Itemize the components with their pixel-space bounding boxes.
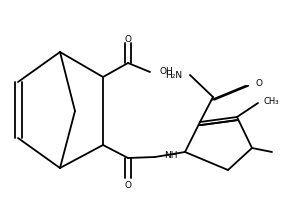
Text: O: O [124, 36, 131, 44]
Text: H₂N: H₂N [165, 70, 182, 80]
Text: OH: OH [160, 68, 174, 77]
Text: O: O [124, 182, 131, 191]
Text: NH: NH [164, 152, 178, 160]
Text: O: O [255, 78, 262, 87]
Text: CH₃: CH₃ [263, 97, 279, 107]
